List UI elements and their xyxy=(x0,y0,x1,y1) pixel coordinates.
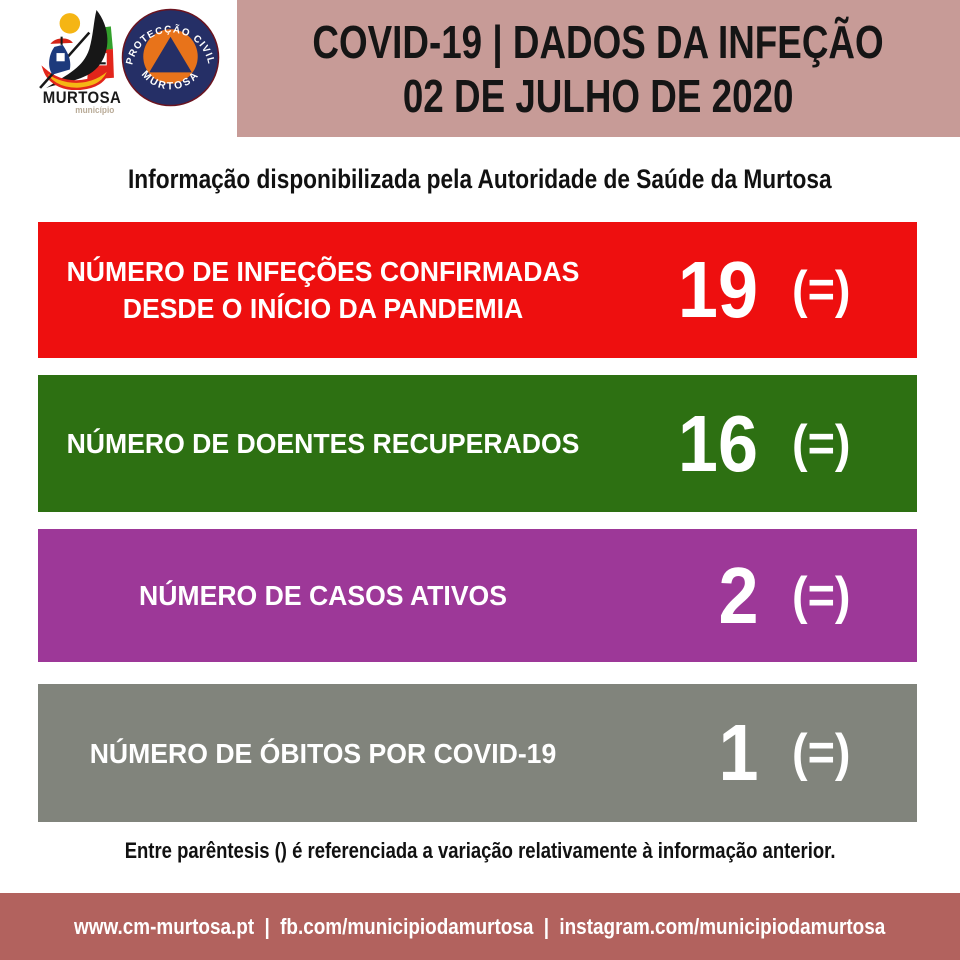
stat-value-group: 2 (=) xyxy=(608,550,917,640)
stat-bar-confirmed-infections: NÚMERO DE INFEÇÕES CONFIRMADAS DESDE O I… xyxy=(38,222,917,358)
stat-label: NÚMERO DE ÓBITOS POR COVID-19 xyxy=(89,737,557,769)
murtosa-logo-subtitle: município xyxy=(75,105,115,115)
stat-bar-active-cases: NÚMERO DE CASOS ATIVOS 2 (=) xyxy=(38,529,917,662)
stat-number: 2 xyxy=(717,550,758,640)
subtitle: Informação disponibilizada pela Autorida… xyxy=(128,163,832,194)
stat-label: NÚMERO DE INFEÇÕES CONFIRMADAS DESDE O I… xyxy=(66,256,580,324)
murtosa-boat-icon xyxy=(39,10,114,90)
footer-separator: | xyxy=(264,913,271,939)
stat-value-group: 16 (=) xyxy=(608,398,917,488)
footer-link-facebook[interactable]: fb.com/municipiodamurtosa xyxy=(280,913,534,939)
stat-label: NÚMERO DE CASOS ATIVOS xyxy=(138,580,508,611)
variation-note: Entre parêntesis () é referenciada a var… xyxy=(124,838,836,863)
stat-value-group: 19 (=) xyxy=(608,250,917,330)
stat-variation: (=) xyxy=(792,724,851,782)
murtosa-logo-wordmark: MURTOSA xyxy=(42,88,122,107)
footer-link-website[interactable]: www.cm-murtosa.pt xyxy=(74,913,255,939)
stat-variation: (=) xyxy=(792,261,851,319)
protecao-civil-logo: PROTECÇÃO CIVIL MURTOSA xyxy=(121,8,220,112)
footer-link-instagram[interactable]: instagram.com/municipiodamurtosa xyxy=(559,913,886,939)
civil-protection-badge-icon: PROTECÇÃO CIVIL MURTOSA xyxy=(121,8,220,107)
stat-label: NÚMERO DE DOENTES RECUPERADOS xyxy=(66,428,580,459)
stat-number: 19 xyxy=(677,245,758,334)
stat-variation: (=) xyxy=(792,414,851,473)
title-line-2: 02 DE JULHO DE 2020 xyxy=(403,69,794,122)
footer-bar: www.cm-murtosa.pt | fb.com/municipiodamu… xyxy=(0,893,960,960)
murtosa-municipality-logo: MURTOSA município xyxy=(38,10,122,116)
footer-links: www.cm-murtosa.pt | fb.com/municipiodamu… xyxy=(74,914,885,940)
title-banner: COVID-19 | DADOS DA INFEÇÃO 02 DE JULHO … xyxy=(237,0,960,137)
footer-separator: | xyxy=(544,913,550,939)
stat-value-group: 1 (=) xyxy=(608,713,917,793)
title-line-1: COVID-19 | DADOS DA INFEÇÃO xyxy=(312,15,885,68)
stat-number: 1 xyxy=(717,708,758,797)
stat-variation: (=) xyxy=(792,566,851,625)
stat-bar-recovered: NÚMERO DE DOENTES RECUPERADOS 16 (=) xyxy=(38,375,917,512)
stat-number: 16 xyxy=(677,398,758,488)
stat-bar-deaths: NÚMERO DE ÓBITOS POR COVID-19 1 (=) xyxy=(38,684,917,822)
